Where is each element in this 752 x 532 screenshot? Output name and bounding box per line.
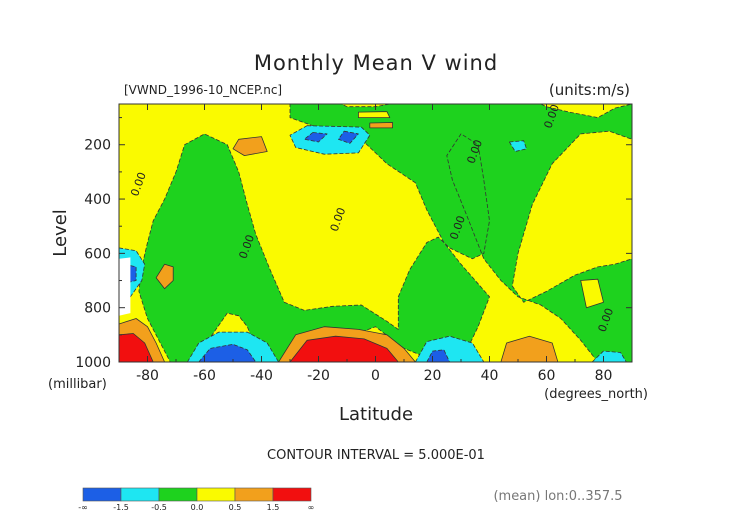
legend-label-0: -∞ xyxy=(78,503,88,512)
legend-label-5: 1.5 xyxy=(267,503,280,512)
y-axis: 200 400 600 800 1000 xyxy=(75,117,632,371)
legend-swatch-5 xyxy=(272,487,312,502)
contour-region-3 xyxy=(303,132,328,143)
y-tick-label-2: 600 xyxy=(84,246,111,262)
contour-region-4 xyxy=(337,130,359,144)
colorbar-legend: -∞ -1.5 -0.5 0.0 0.5 1.5 ∞ xyxy=(78,487,315,512)
y-tick-label-1: 400 xyxy=(84,192,111,208)
x-tick-label-7: 60 xyxy=(538,368,556,384)
legend-swatch-4 xyxy=(234,487,274,502)
contour-region-23 xyxy=(119,257,131,316)
contour-region-7 xyxy=(369,122,394,129)
x-tick-label-4: 0 xyxy=(371,368,380,384)
x-axis: -80 -60 -40 -20 0 20 40 60 80 xyxy=(118,104,633,384)
y-tick-label-4: 1000 xyxy=(75,355,111,371)
units-label: (units:m/s) xyxy=(549,81,630,99)
contour-region-5 xyxy=(508,140,527,152)
y-tick-label-0: 200 xyxy=(84,138,111,154)
y-tick-label-3: 800 xyxy=(84,301,111,317)
x-tick-label-6: 40 xyxy=(481,368,499,384)
legend-label-6: ∞ xyxy=(308,503,315,512)
contour-region-14 xyxy=(119,333,154,362)
chart-title: Monthly Mean V wind xyxy=(254,51,498,75)
contour-region-21 xyxy=(500,335,559,362)
x-tick-label-1: -60 xyxy=(193,368,216,384)
contour-region-12 xyxy=(155,263,174,290)
legend-label-4: 0.5 xyxy=(229,503,242,512)
legend-label-2: -0.5 xyxy=(151,503,167,512)
y-axis-label: Level xyxy=(50,209,71,257)
contour-region-16 xyxy=(198,343,257,362)
contour-region-1 xyxy=(138,104,632,362)
y-unit-label: (millibar) xyxy=(48,377,107,392)
contour-region-9 xyxy=(580,278,604,309)
contour-region-18 xyxy=(289,335,399,362)
x-tick-label-8: 80 xyxy=(595,368,613,384)
legend-swatch-2 xyxy=(158,487,198,502)
x-tick-label-3: -20 xyxy=(307,368,330,384)
contour-region-8 xyxy=(357,111,391,118)
x-tick-label-0: -80 xyxy=(136,368,159,384)
x-tick-label-5: 20 xyxy=(424,368,442,384)
footer-label: (mean) lon:0..357.5 xyxy=(493,489,622,504)
x-axis-label: Latitude xyxy=(339,404,413,425)
contour-fill-field xyxy=(119,104,632,362)
x-unit-label: (degrees_north) xyxy=(544,387,648,402)
file-label: [VWND_1996-10_NCEP.nc] xyxy=(124,83,282,97)
legend-swatch-3 xyxy=(196,487,236,502)
x-tick-label-2: -40 xyxy=(250,368,273,384)
contour-region-22 xyxy=(591,350,627,362)
contour-region-6 xyxy=(232,136,268,157)
legend-swatch-1 xyxy=(120,487,160,502)
legend-swatch-0 xyxy=(82,487,122,502)
legend-label-3: 0.0 xyxy=(191,503,204,512)
legend-label-1: -1.5 xyxy=(113,503,129,512)
contour-interval-label: CONTOUR INTERVAL = 5.000E-01 xyxy=(267,448,485,463)
